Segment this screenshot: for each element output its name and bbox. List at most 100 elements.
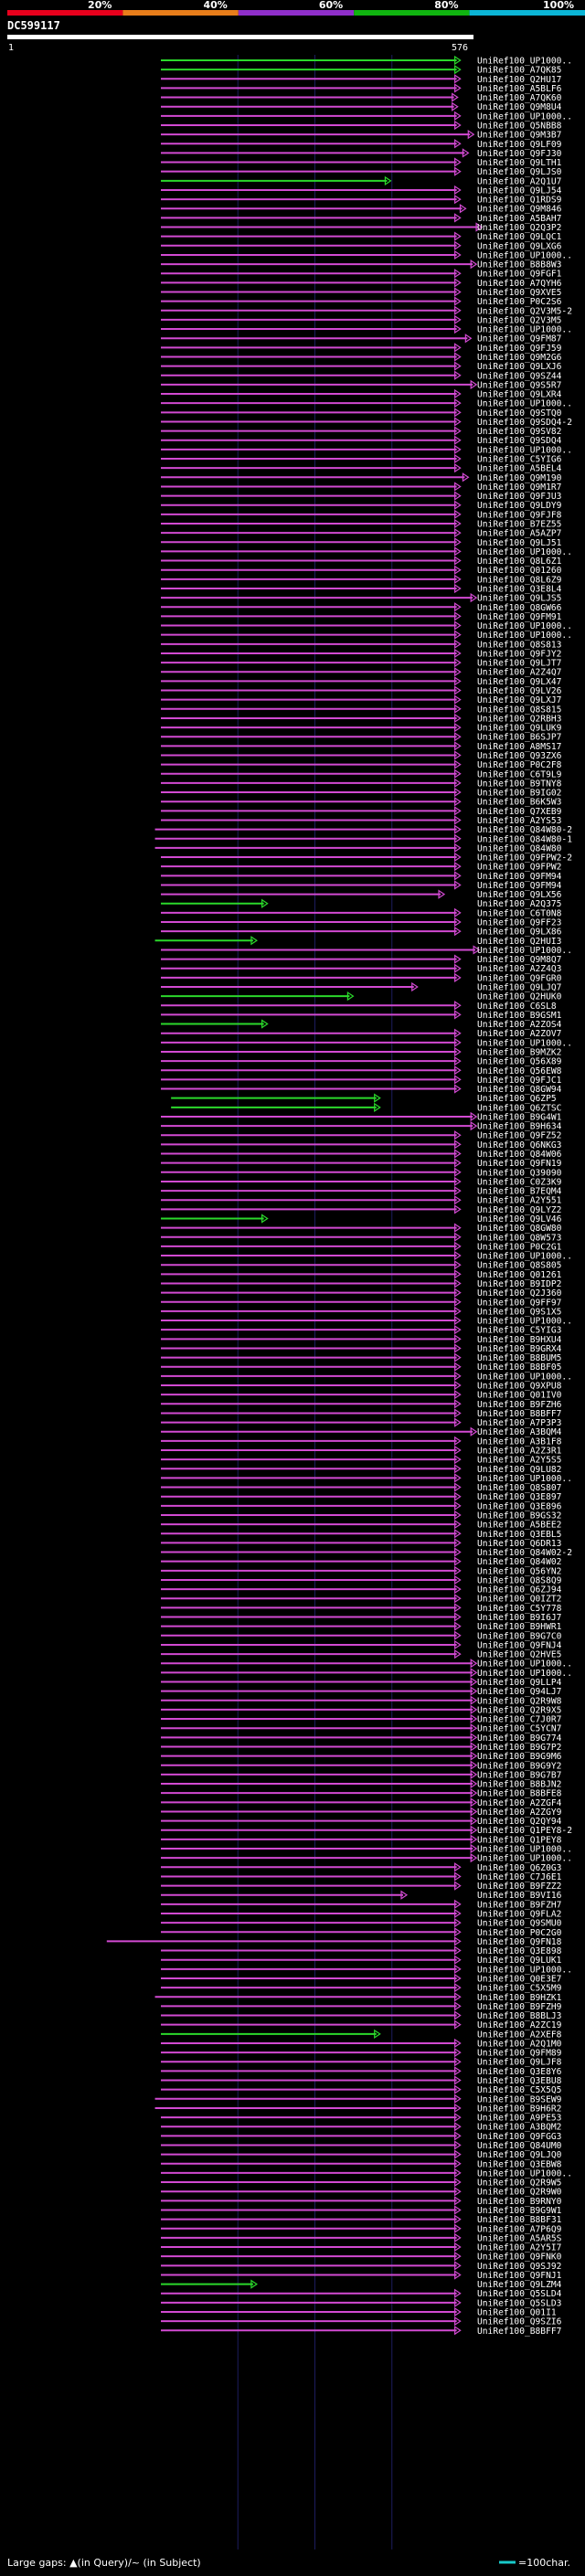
hit-label[interactable]: UniRef100_Q9XPU8	[477, 1382, 562, 1392]
hit-label[interactable]: UniRef100_B9RNY0	[477, 2197, 562, 2207]
hit-label[interactable]: UniRef100_Q9LJ54	[477, 186, 562, 196]
hit-label[interactable]: UniRef100_UP1000..	[477, 547, 572, 557]
hit-label[interactable]: UniRef100_Q6ZTSC	[477, 1103, 562, 1113]
hit-label[interactable]: UniRef100_Q9FJ59	[477, 344, 562, 354]
hit-label[interactable]: UniRef100_Q93ZX6	[477, 751, 562, 761]
hit-label[interactable]: UniRef100_Q9LJS5	[477, 594, 561, 604]
hit-label[interactable]: UniRef100_UP1000..	[477, 399, 572, 409]
hit-label[interactable]: UniRef100_P0C2F8	[477, 760, 562, 770]
hit-label[interactable]: UniRef100_Q2V3M5	[477, 315, 561, 325]
hit-label[interactable]: UniRef100_UP1000..	[477, 1317, 572, 1327]
hit-label[interactable]: UniRef100_B8BFF7	[477, 1409, 562, 1419]
hit-label[interactable]: UniRef100_B9HZK1	[477, 1993, 562, 2003]
hit-label[interactable]: UniRef100_Q9LU82	[477, 1465, 561, 1475]
hit-label[interactable]: UniRef100_Q9FGR0	[477, 973, 562, 983]
hit-label[interactable]: UniRef100_Q3E8L4	[477, 584, 562, 594]
hit-label[interactable]: UniRef100_Q9LJT7	[477, 659, 562, 669]
hit-label[interactable]: UniRef100_B9IG02	[477, 789, 561, 799]
hit-label[interactable]: UniRef100_UP1000..	[477, 1845, 572, 1855]
hit-label[interactable]: UniRef100_Q84W06	[477, 1150, 562, 1160]
hit-label[interactable]: UniRef100_Q9FM94	[477, 881, 562, 891]
hit-label[interactable]: UniRef100_Q9FF23	[477, 918, 562, 928]
hit-label[interactable]: UniRef100_B9H634	[477, 1122, 562, 1132]
hit-label[interactable]: UniRef100_B8BUM5	[477, 1353, 561, 1363]
hit-label[interactable]: UniRef100_UP1000..	[477, 631, 572, 641]
hit-label[interactable]: UniRef100_P0C2G1	[477, 1242, 562, 1252]
hit-label[interactable]: UniRef100_B6K5W3	[477, 798, 562, 808]
hit-label[interactable]: UniRef100_Q1RDS9	[477, 196, 562, 206]
hit-label[interactable]: UniRef100_Q8GW80	[477, 1224, 562, 1234]
hit-label[interactable]: UniRef100_Q6Z0G3	[477, 1863, 562, 1873]
hit-label[interactable]: UniRef100_B9FZH9	[477, 2002, 562, 2012]
hit-label[interactable]: UniRef100_Q56EW8	[477, 1066, 562, 1076]
hit-label[interactable]: UniRef100_Q8GW94	[477, 1085, 562, 1095]
hit-label[interactable]: UniRef100_A2Q1M0	[477, 2039, 562, 2049]
hit-label[interactable]: UniRef100_Q9SZI6	[477, 2317, 562, 2327]
hit-label[interactable]: UniRef100_B9HWR1	[477, 1622, 562, 1632]
hit-label[interactable]: UniRef100_A7QK85	[477, 66, 561, 76]
hit-label[interactable]: UniRef100_Q9S1X5	[477, 1307, 561, 1317]
hit-label[interactable]: UniRef100_UP1000..	[477, 946, 572, 956]
hit-label[interactable]: UniRef100_Q9FNK0	[477, 2253, 562, 2263]
hit-label[interactable]: UniRef100_Q9FPW2-2	[477, 853, 572, 864]
hit-label[interactable]: UniRef100_B8BJN2	[477, 1780, 561, 1790]
hit-label[interactable]: UniRef100_Q2RBH3	[477, 714, 562, 724]
hit-label[interactable]: UniRef100_Q9FF97	[477, 1298, 562, 1308]
hit-label[interactable]: UniRef100_A2XEF8	[477, 2030, 562, 2040]
hit-label[interactable]: UniRef100_Q01I1	[477, 2308, 557, 2318]
hit-label[interactable]: UniRef100_A2ZOV7	[477, 1029, 562, 1039]
hit-label[interactable]: UniRef100_Q2V3M5-2	[477, 306, 572, 316]
hit-label[interactable]: UniRef100_Q9LXJ7	[477, 695, 562, 705]
hit-label[interactable]: UniRef100_B8BFE8	[477, 1789, 562, 1799]
hit-label[interactable]: UniRef100_B9G9Y2	[477, 1761, 561, 1771]
hit-label[interactable]: UniRef100_B9VI16	[477, 1891, 562, 1901]
hit-label[interactable]: UniRef100_Q2HUK0	[477, 992, 562, 1002]
hit-label[interactable]: UniRef100_A2ZGY9	[477, 1807, 562, 1818]
hit-label[interactable]: UniRef100_A2Z4Q7	[477, 668, 562, 678]
hit-label[interactable]: UniRef100_Q9M3B7	[477, 131, 562, 141]
hit-label[interactable]: UniRef100_B9G774	[477, 1733, 562, 1744]
hit-label[interactable]: UniRef100_Q9LXG6	[477, 241, 562, 251]
hit-label[interactable]: UniRef100_A3BQM4	[477, 1427, 562, 1437]
hit-label[interactable]: UniRef100_Q3E8Y6	[477, 2067, 562, 2077]
hit-label[interactable]: UniRef100_Q8S807	[477, 1483, 562, 1493]
hit-label[interactable]: UniRef100_A2Q1U7	[477, 176, 562, 186]
hit-label[interactable]: UniRef100_A2ZC19	[477, 2020, 562, 2030]
hit-label[interactable]: UniRef100_C5Y778	[477, 1604, 562, 1614]
hit-label[interactable]: UniRef100_A2Q375	[477, 899, 561, 909]
hit-label[interactable]: UniRef100_Q3EBW8	[477, 2159, 562, 2169]
hit-label[interactable]: UniRef100_Q2HU17	[477, 75, 562, 85]
hit-label[interactable]: UniRef100_C5X5M9	[477, 1984, 562, 1994]
hit-label[interactable]: UniRef100_B9G7B7	[477, 1770, 562, 1780]
hit-label[interactable]: UniRef100_B9TNY8	[477, 779, 562, 789]
hit-label[interactable]: UniRef100_UP1000..	[477, 250, 572, 260]
hit-label[interactable]: UniRef100_Q8S805	[477, 1261, 561, 1271]
hit-label[interactable]: UniRef100_A7QK60	[477, 93, 562, 103]
hit-label[interactable]: UniRef100_Q9LX56	[477, 890, 562, 900]
hit-label[interactable]: UniRef100_Q9FM91	[477, 612, 562, 622]
hit-label[interactable]: UniRef100_Q9LZM4	[477, 2280, 562, 2290]
hit-label[interactable]: UniRef100_A8MS17	[477, 742, 562, 752]
hit-label[interactable]: UniRef100_Q9SMU0	[477, 1919, 562, 1929]
hit-label[interactable]: UniRef100_Q8L6Z9	[477, 575, 562, 585]
hit-label[interactable]: UniRef100_A2Y5I7	[477, 2243, 562, 2253]
hit-label[interactable]: UniRef100_Q6DR13	[477, 1539, 562, 1549]
hit-label[interactable]: UniRef100_B9G9W1	[477, 2206, 562, 2216]
hit-label[interactable]: UniRef100_Q9FZ52	[477, 1131, 561, 1141]
hit-label[interactable]: UniRef100_A3BQM2	[477, 2123, 561, 2133]
hit-label[interactable]: UniRef100_C7J6E1	[477, 1872, 562, 1882]
hit-label[interactable]: UniRef100_C5YIG3	[477, 1326, 562, 1336]
hit-label[interactable]: UniRef100_Q3E897	[477, 1492, 562, 1502]
hit-label[interactable]: UniRef100_Q3EBU8	[477, 2076, 562, 2086]
hit-label[interactable]: UniRef100_UP1000..	[477, 1659, 572, 1670]
hit-label[interactable]: UniRef100_Q9LUK1	[477, 1956, 562, 1966]
hit-label[interactable]: UniRef100_B9I6J7	[477, 1613, 562, 1623]
hit-label[interactable]: UniRef100_Q9LF09	[477, 140, 562, 150]
hit-label[interactable]: UniRef100_C7J0R7	[477, 1715, 562, 1725]
hit-label[interactable]: UniRef100_Q84W02-2	[477, 1548, 572, 1558]
hit-label[interactable]: UniRef100_Q9SJ92	[477, 2262, 561, 2272]
hit-label[interactable]: UniRef100_C0Z3K9	[477, 1177, 562, 1187]
hit-label[interactable]: UniRef100_P0C2G0	[477, 1928, 562, 1938]
hit-label[interactable]: UniRef100_Q9FN18	[477, 1937, 562, 1947]
hit-label[interactable]: UniRef100_Q9M2G6	[477, 353, 562, 363]
